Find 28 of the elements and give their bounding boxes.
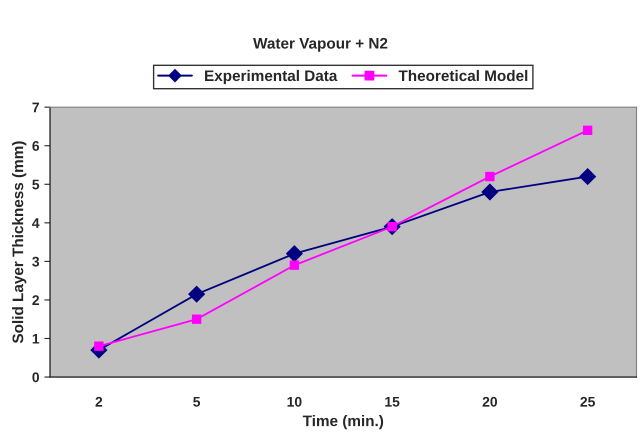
x-tick-label: 2 xyxy=(95,396,102,407)
y-tick-label: 6 xyxy=(32,141,40,151)
x-tick-label: 25 xyxy=(580,396,595,407)
point xyxy=(579,168,596,185)
y-tick-label: 7 xyxy=(32,102,39,112)
point xyxy=(192,314,202,324)
x-tick-label: 15 xyxy=(385,397,400,407)
chart-title: Water Vapour + N2 xyxy=(253,38,388,52)
point xyxy=(188,286,206,303)
x-axis-title: Time (min.) xyxy=(302,415,384,430)
point xyxy=(485,172,495,182)
y-tick-label: 5 xyxy=(32,180,40,190)
y-axis-title: Solid Layer Thickness (mm) xyxy=(12,141,26,344)
x-tick-label: 10 xyxy=(288,396,302,407)
point xyxy=(290,260,300,270)
y-tick-label: 0 xyxy=(32,372,40,382)
point xyxy=(94,342,104,351)
y-tick-label: 1 xyxy=(32,334,40,344)
legend-label: Experimental Data xyxy=(205,70,338,84)
point xyxy=(286,245,303,262)
point xyxy=(582,126,592,135)
y-tick-label: 3 xyxy=(32,256,40,267)
point xyxy=(482,184,498,200)
x-tick-label: 5 xyxy=(193,397,200,407)
x-tick-label: 20 xyxy=(482,396,498,407)
legend-label: Theoretical Model xyxy=(398,70,528,82)
y-tick-label: 4 xyxy=(32,218,40,228)
y-tick-label: 2 xyxy=(32,295,40,305)
